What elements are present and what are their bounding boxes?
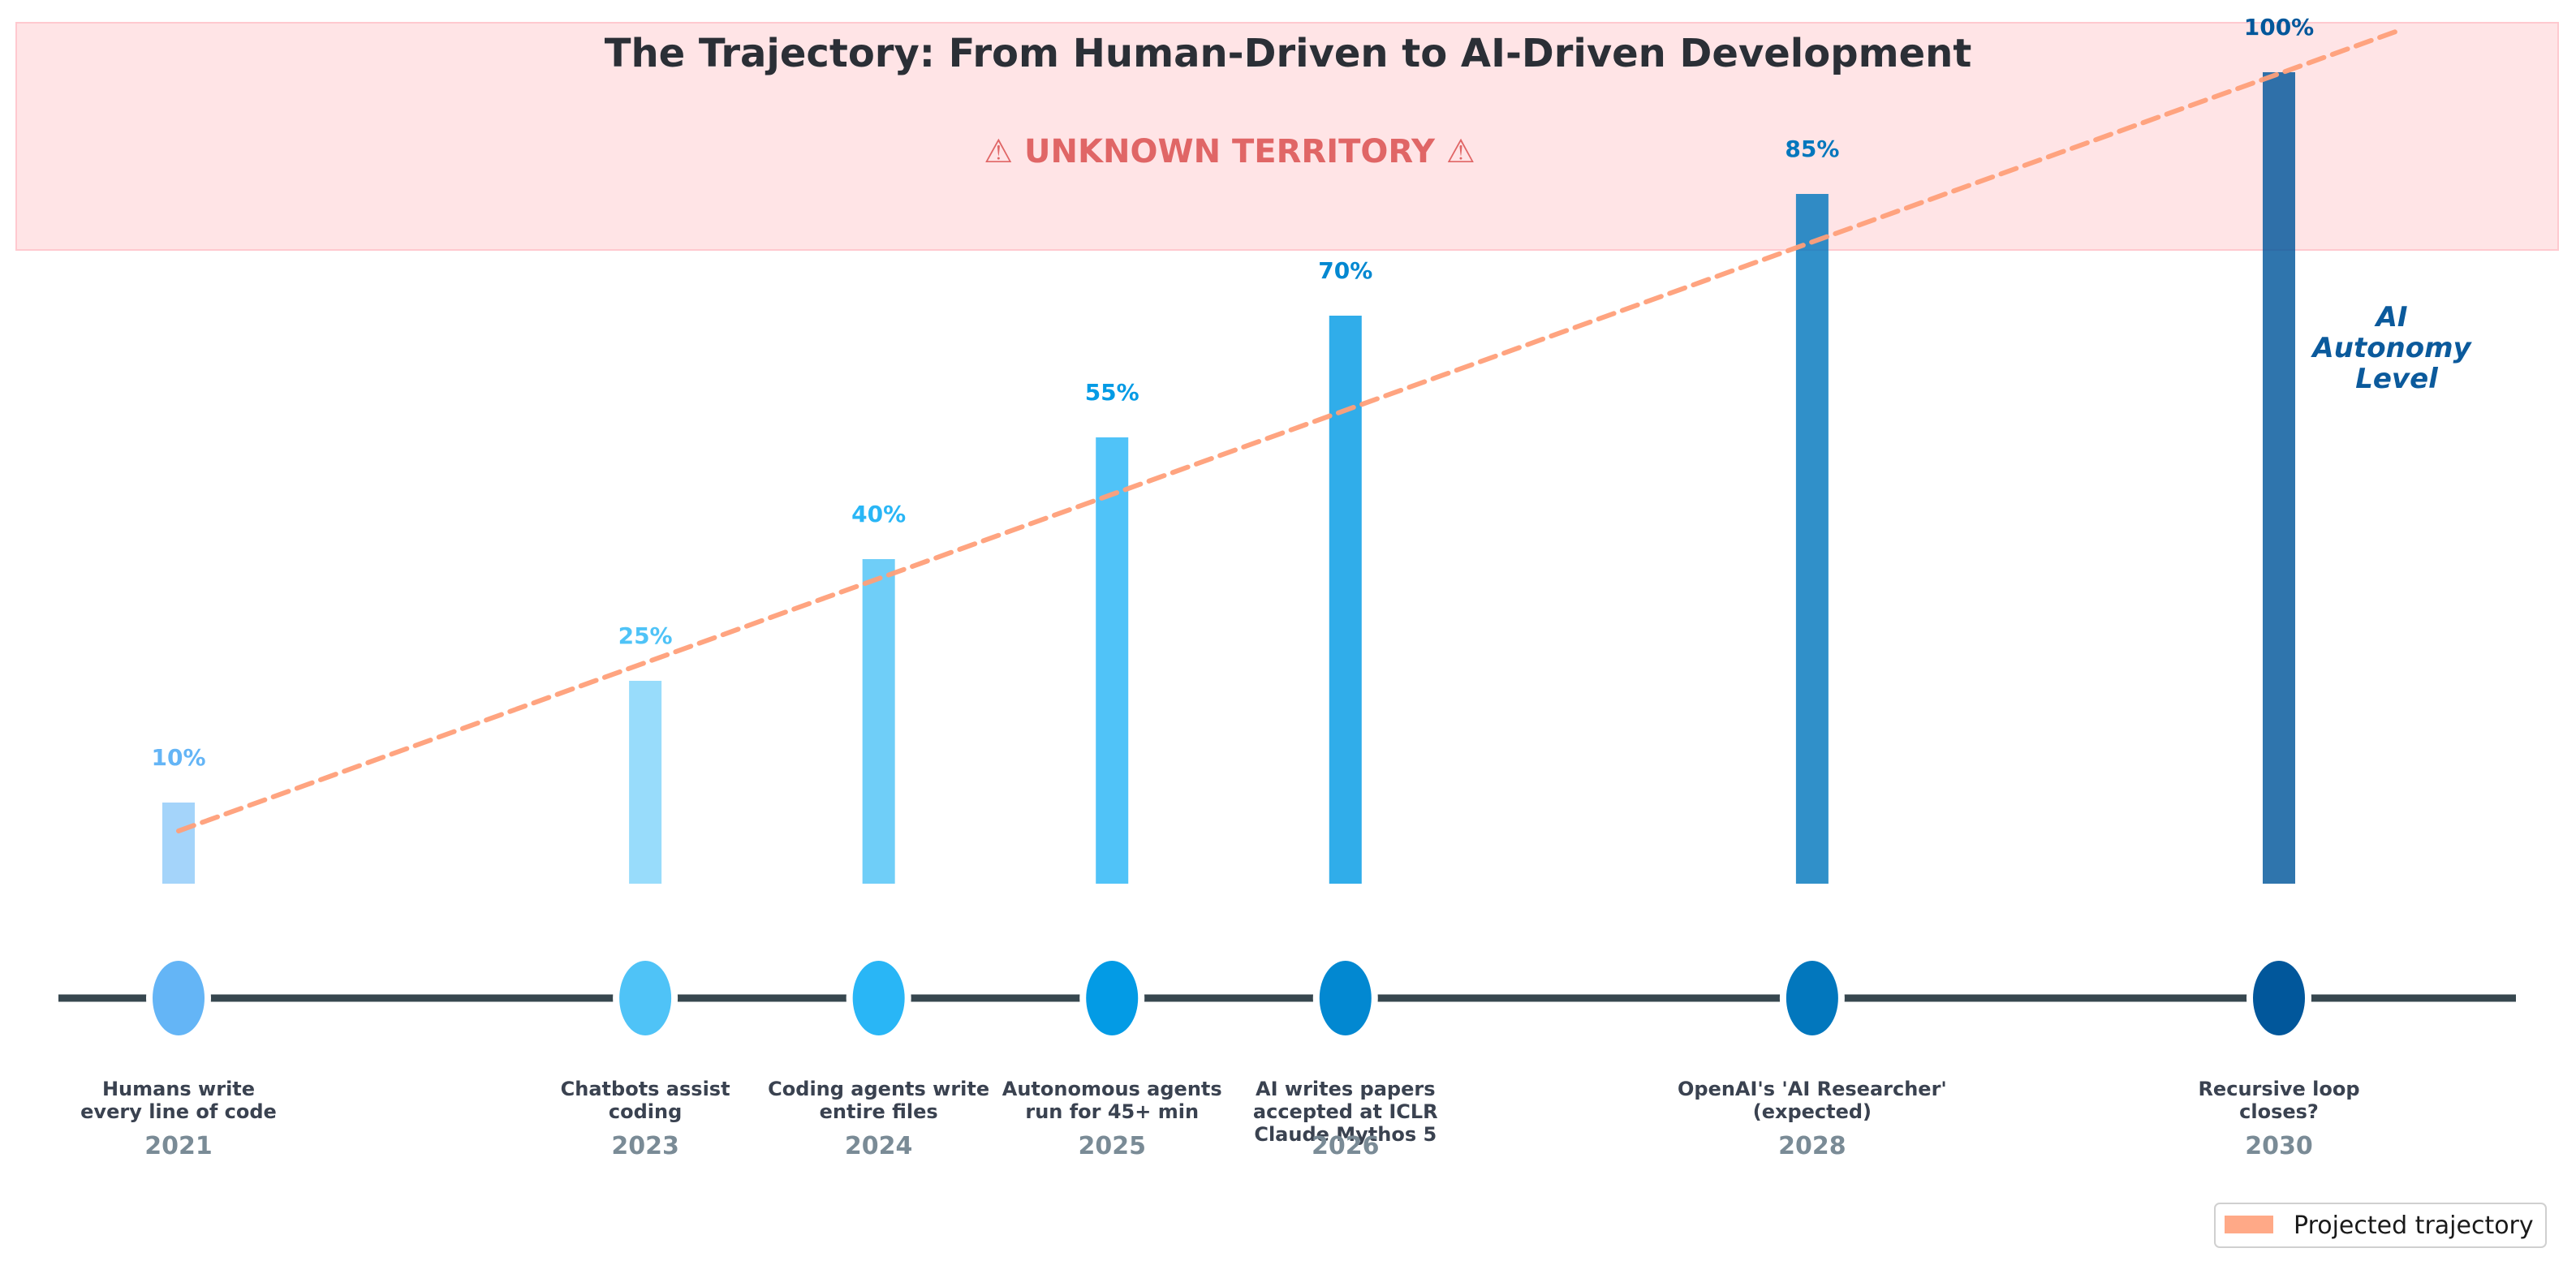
event-label-line: OpenAI's 'AI Researcher' bbox=[1678, 1078, 1947, 1100]
event-label-line: entire files bbox=[820, 1100, 938, 1123]
unknown-territory-label: ⚠ UNKNOWN TERRITORY ⚠ bbox=[984, 133, 1475, 170]
year-label: 2025 bbox=[1078, 1132, 1146, 1160]
year-label: 2024 bbox=[845, 1132, 913, 1160]
unknown-territory-zone bbox=[15, 22, 2559, 251]
event-label-line: coding bbox=[609, 1100, 682, 1123]
event-label: Recursive loop closes? bbox=[2198, 1078, 2359, 1123]
timeline-marker bbox=[1786, 961, 1838, 1035]
event-label: Chatbots assist coding bbox=[561, 1078, 730, 1123]
bar-value-label: 10% bbox=[151, 744, 205, 771]
timeline-marker bbox=[153, 961, 205, 1035]
bar bbox=[162, 803, 195, 884]
event-label-line: Autonomous agents bbox=[1002, 1078, 1222, 1100]
markers-layer bbox=[146, 958, 2311, 1039]
bar bbox=[629, 681, 662, 884]
event-label: AI writes papers accepted at ICLR Claude M… bbox=[1253, 1078, 1438, 1146]
event-label-line: Recursive loop bbox=[2198, 1078, 2359, 1100]
bar-value-label: 70% bbox=[1318, 257, 1372, 284]
trajectory-line bbox=[176, 29, 2398, 833]
timeline-marker bbox=[852, 961, 905, 1035]
bar bbox=[1329, 316, 1362, 884]
event-label-line: run for 45+ min bbox=[1025, 1100, 1199, 1123]
year-label: 2023 bbox=[611, 1132, 679, 1160]
event-label-line: Humans write bbox=[102, 1078, 255, 1100]
year-label: 2021 bbox=[144, 1132, 213, 1160]
bar-value-label: 100% bbox=[2244, 14, 2315, 41]
bar-value-label: 55% bbox=[1085, 379, 1139, 406]
event-label-line: Claude Mythos 5 bbox=[1254, 1123, 1437, 1146]
legend-box bbox=[2214, 1203, 2547, 1248]
year-label: 2026 bbox=[1312, 1132, 1380, 1160]
bar-value-label: 85% bbox=[1785, 136, 1839, 162]
event-label-line: (expected) bbox=[1753, 1100, 1872, 1123]
event-label-line: Coding agents write bbox=[768, 1078, 989, 1100]
timeline-marker bbox=[2253, 961, 2305, 1035]
side-label-line: Autonomy bbox=[2310, 332, 2472, 364]
event-label-line: accepted at ICLR bbox=[1253, 1100, 1438, 1123]
chart-title: The Trajectory: From Human-Driven to AI-… bbox=[605, 31, 1972, 76]
year-labels-layer: 2021 2023 2024 2025 2026 2028 2030 bbox=[144, 1132, 2313, 1160]
bar bbox=[2263, 72, 2295, 884]
legend: Projected trajectory bbox=[2214, 1203, 2547, 1248]
legend-swatch bbox=[2225, 1216, 2273, 1233]
event-label: OpenAI's 'AI Researcher' (expected) bbox=[1678, 1078, 1947, 1123]
bar bbox=[1096, 437, 1129, 884]
side-label-line: AI bbox=[2374, 301, 2408, 334]
bar bbox=[1795, 194, 1829, 884]
year-label: 2028 bbox=[1778, 1132, 1846, 1160]
timeline-marker bbox=[1319, 961, 1372, 1035]
line-layer bbox=[176, 29, 2398, 833]
bar-value-label: 25% bbox=[618, 622, 673, 649]
event-label: Coding agents write entire files bbox=[768, 1078, 989, 1123]
side-label-line: Level bbox=[2355, 363, 2439, 395]
legend-label: Projected trajectory bbox=[2294, 1212, 2534, 1240]
bar-value-label: 40% bbox=[851, 501, 906, 527]
event-label-line: AI writes papers bbox=[1256, 1078, 1435, 1100]
event-label-line: Chatbots assist bbox=[561, 1078, 730, 1100]
timeline-marker bbox=[619, 961, 672, 1035]
year-label: 2030 bbox=[2245, 1132, 2313, 1160]
event-label-line: every line of code bbox=[80, 1100, 277, 1123]
side-label: AI Autonomy Level bbox=[2310, 301, 2480, 395]
event-label: Humans write every line of code bbox=[80, 1078, 277, 1123]
event-labels-layer: Humans write every line of code Chatbots a… bbox=[80, 1078, 2359, 1146]
bar bbox=[862, 559, 895, 884]
pct-labels-layer: 10% 25% 40% 55% 70% 85% 100% bbox=[151, 14, 2314, 771]
timeline-marker bbox=[1086, 961, 1139, 1035]
event-label: Autonomous agents run for 45+ min bbox=[1002, 1078, 1222, 1123]
event-label-line: closes? bbox=[2239, 1100, 2319, 1123]
